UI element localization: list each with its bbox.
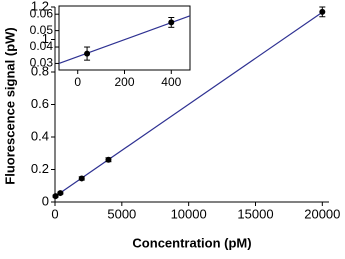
point — [105, 156, 112, 163]
x-axis-title: Concentration (pM) — [132, 235, 251, 250]
point — [52, 193, 59, 200]
x-tick-label: 10000 — [171, 206, 207, 221]
y-tick-label: 0.04 — [30, 39, 54, 53]
y-tick-label: 1.2 — [31, 0, 49, 13]
point — [168, 19, 175, 26]
trendline — [58, 15, 191, 64]
point — [78, 175, 85, 182]
y-tick-label: 0 — [42, 193, 49, 208]
y-tick-label: 0.6 — [31, 96, 49, 111]
point — [84, 50, 91, 57]
x-tick-label: 200 — [114, 75, 134, 89]
point — [57, 190, 64, 197]
trendline — [54, 11, 323, 197]
inset-frame — [58, 5, 191, 71]
y-tick-label: 1 — [42, 31, 49, 46]
y-tick-label: 0.8 — [31, 63, 49, 78]
x-tick-label: 400 — [161, 75, 181, 89]
point — [319, 8, 326, 15]
y-tick-label: 0.06 — [30, 6, 54, 20]
y-tick-label: 0.03 — [30, 56, 54, 70]
x-tick-label: 5000 — [107, 206, 136, 221]
y-tick-label: 0.4 — [31, 128, 49, 143]
y-tick-label: 0.2 — [31, 161, 49, 176]
x-tick-label: 0 — [51, 206, 58, 221]
x-tick-label: 20000 — [304, 206, 340, 221]
x-tick-label: 15000 — [237, 206, 273, 221]
x-tick-label: 0 — [74, 75, 81, 89]
y-axis-title: Fluorescence signal (pW) — [2, 27, 17, 184]
y-tick-label: 0.05 — [30, 23, 54, 37]
